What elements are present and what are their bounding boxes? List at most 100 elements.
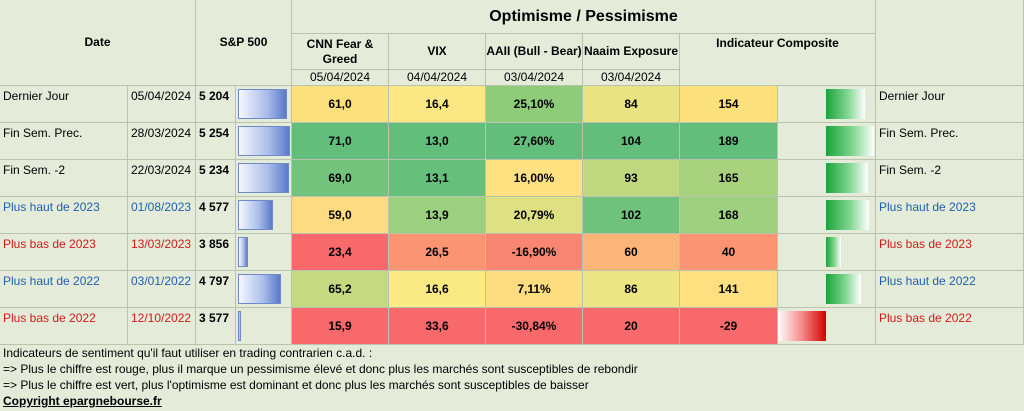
row-label: Fin Sem. -2 xyxy=(0,160,128,197)
row-right-label: Plus haut de 2023 xyxy=(876,197,1024,234)
sp500-level-bar xyxy=(238,163,289,193)
row-composite: 189 xyxy=(680,123,778,160)
row-right-label: Plus bas de 2022 xyxy=(876,308,1024,345)
row-cnn: 71,0 xyxy=(292,123,389,160)
row-vix: 16,4 xyxy=(389,86,486,123)
composite-level-bar xyxy=(826,89,865,119)
row-sp500-bar xyxy=(236,123,292,160)
sp500-level-bar xyxy=(238,126,290,156)
row-composite-bar xyxy=(778,123,876,160)
row-cnn: 59,0 xyxy=(292,197,389,234)
row-composite-bar xyxy=(778,234,876,271)
row-label: Plus haut de 2023 xyxy=(0,197,128,234)
row-date: 12/10/2022 xyxy=(128,308,196,345)
row-aaii: 20,79% xyxy=(486,197,583,234)
row-vix: 33,6 xyxy=(389,308,486,345)
row-sp500-value: 3 856 xyxy=(196,234,236,271)
header-aaii: AAII (Bull - Bear) xyxy=(486,34,583,70)
row-sp500-bar xyxy=(236,271,292,308)
row-vix: 26,5 xyxy=(389,234,486,271)
row-sp500-value: 4 797 xyxy=(196,271,236,308)
row-date: 28/03/2024 xyxy=(128,123,196,160)
row-aaii: 25,10% xyxy=(486,86,583,123)
row-naaim: 104 xyxy=(583,123,680,160)
row-composite-bar xyxy=(778,160,876,197)
row-cnn: 61,0 xyxy=(292,86,389,123)
row-aaii: 16,00% xyxy=(486,160,583,197)
composite-level-bar xyxy=(826,237,841,267)
row-composite-bar xyxy=(778,308,876,345)
row-date: 01/08/2023 xyxy=(128,197,196,234)
row-naaim: 102 xyxy=(583,197,680,234)
header-date-aaii: 03/04/2024 xyxy=(486,70,583,86)
row-composite: 165 xyxy=(680,160,778,197)
sp500-level-bar xyxy=(238,274,281,304)
row-sp500-bar xyxy=(236,308,292,345)
row-sp500-value: 5 254 xyxy=(196,123,236,160)
row-sp500-bar xyxy=(236,86,292,123)
row-label: Dernier Jour xyxy=(0,86,128,123)
header-cnn: CNN Fear & Greed xyxy=(292,34,389,70)
composite-level-bar xyxy=(826,274,861,304)
row-sp500-value: 5 234 xyxy=(196,160,236,197)
row-right-label: Fin Sem. -2 xyxy=(876,160,1024,197)
row-composite-bar xyxy=(778,197,876,234)
header-date-vix: 04/04/2024 xyxy=(389,70,486,86)
row-sp500-value: 3 577 xyxy=(196,308,236,345)
row-date: 22/03/2024 xyxy=(128,160,196,197)
row-naaim: 86 xyxy=(583,271,680,308)
row-naaim: 84 xyxy=(583,86,680,123)
header-date: Date xyxy=(0,0,196,86)
row-aaii: -30,84% xyxy=(486,308,583,345)
row-right-label: Plus haut de 2022 xyxy=(876,271,1024,308)
row-composite: 40 xyxy=(680,234,778,271)
row-composite: 154 xyxy=(680,86,778,123)
row-date: 13/03/2023 xyxy=(128,234,196,271)
row-aaii: -16,90% xyxy=(486,234,583,271)
header-sp500: S&P 500 xyxy=(196,0,292,86)
footer-line2: => Plus le chiffre est rouge, plus il ma… xyxy=(3,362,638,376)
header-vix: VIX xyxy=(389,34,486,70)
sp500-level-bar xyxy=(238,89,287,119)
row-aaii: 7,11% xyxy=(486,271,583,308)
footer-line1: Indicateurs de sentiment qu'il faut util… xyxy=(3,346,373,360)
row-cnn: 23,4 xyxy=(292,234,389,271)
row-label: Fin Sem. Prec. xyxy=(0,123,128,160)
sp500-level-bar xyxy=(238,311,241,341)
row-composite: 141 xyxy=(680,271,778,308)
row-composite: -29 xyxy=(680,308,778,345)
header-composite: Indicateur Composite xyxy=(680,34,876,86)
row-vix: 13,1 xyxy=(389,160,486,197)
composite-level-bar xyxy=(826,163,868,193)
row-cnn: 65,2 xyxy=(292,271,389,308)
row-vix: 16,6 xyxy=(389,271,486,308)
row-sp500-bar xyxy=(236,160,292,197)
row-label: Plus bas de 2023 xyxy=(0,234,128,271)
header-naaim: Naaim Exposure xyxy=(583,34,680,70)
row-vix: 13,9 xyxy=(389,197,486,234)
row-right-label: Fin Sem. Prec. xyxy=(876,123,1024,160)
row-sp500-value: 4 577 xyxy=(196,197,236,234)
row-cnn: 69,0 xyxy=(292,160,389,197)
footer-copyright: Copyright epargnebourse.fr xyxy=(3,394,162,408)
row-sp500-bar xyxy=(236,234,292,271)
row-sp500-bar xyxy=(236,197,292,234)
row-label: Plus haut de 2022 xyxy=(0,271,128,308)
composite-level-bar xyxy=(826,126,874,156)
row-aaii: 27,60% xyxy=(486,123,583,160)
row-date: 03/01/2022 xyxy=(128,271,196,308)
row-right-label: Dernier Jour xyxy=(876,86,1024,123)
row-naaim: 93 xyxy=(583,160,680,197)
row-date: 05/04/2024 xyxy=(128,86,196,123)
row-right-label: Plus bas de 2023 xyxy=(876,234,1024,271)
header-optimisme-pessimisme: Optimisme / Pessimisme xyxy=(292,0,876,34)
row-naaim: 60 xyxy=(583,234,680,271)
row-naaim: 20 xyxy=(583,308,680,345)
footer-line3: => Plus le chiffre est vert, plus l'opti… xyxy=(3,378,589,392)
row-composite-bar xyxy=(778,86,876,123)
sp500-level-bar xyxy=(238,200,273,230)
header-date-naaim: 03/04/2024 xyxy=(583,70,680,86)
composite-level-bar xyxy=(826,200,869,230)
row-composite-bar xyxy=(778,271,876,308)
